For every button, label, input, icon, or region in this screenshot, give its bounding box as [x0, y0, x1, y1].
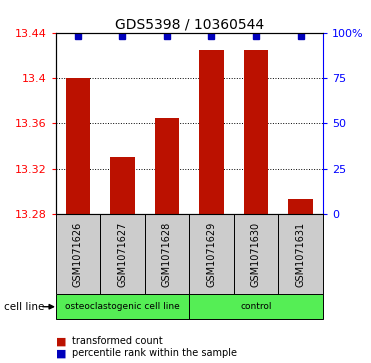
Text: percentile rank within the sample: percentile rank within the sample: [72, 348, 237, 358]
Text: ■: ■: [56, 336, 66, 346]
Text: GSM1071629: GSM1071629: [207, 221, 216, 287]
Bar: [110, 158, 135, 214]
Text: control: control: [240, 302, 272, 311]
Bar: [244, 50, 268, 214]
Bar: [189, 294, 323, 319]
Bar: [145, 214, 189, 294]
Text: cell line: cell line: [4, 302, 44, 312]
Bar: [278, 214, 323, 294]
Bar: [234, 214, 278, 294]
Text: GSM1071626: GSM1071626: [73, 221, 83, 287]
Title: GDS5398 / 10360544: GDS5398 / 10360544: [115, 17, 264, 32]
Bar: [100, 214, 145, 294]
Text: GSM1071631: GSM1071631: [296, 221, 305, 287]
Text: ■: ■: [56, 348, 66, 358]
Bar: [189, 214, 234, 294]
Text: GSM1071630: GSM1071630: [251, 221, 261, 287]
Bar: [155, 118, 179, 214]
Bar: [56, 294, 189, 319]
Bar: [199, 50, 224, 214]
Bar: [56, 214, 100, 294]
Text: transformed count: transformed count: [72, 336, 163, 346]
Bar: [66, 78, 90, 214]
Bar: [288, 199, 313, 214]
Text: GSM1071628: GSM1071628: [162, 221, 172, 287]
Text: GSM1071627: GSM1071627: [118, 221, 127, 287]
Text: osteoclastogenic cell line: osteoclastogenic cell line: [65, 302, 180, 311]
